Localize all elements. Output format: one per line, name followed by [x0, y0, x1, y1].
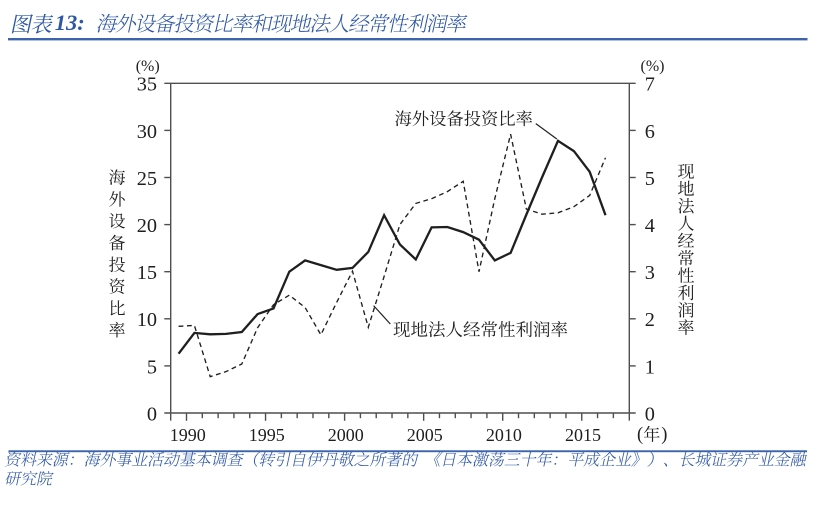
svg-text:(: ( [637, 425, 643, 445]
svg-text:3: 3 [645, 262, 655, 284]
svg-text:30: 30 [137, 121, 157, 143]
svg-text:0: 0 [147, 403, 157, 425]
svg-text:5: 5 [147, 356, 157, 378]
svg-text:2000: 2000 [328, 425, 364, 445]
svg-text:(%): (%) [136, 58, 160, 75]
svg-text:2005: 2005 [407, 425, 443, 445]
svg-text:25: 25 [137, 168, 157, 190]
svg-text:2010: 2010 [486, 425, 522, 445]
svg-text:6: 6 [645, 121, 655, 143]
svg-text:0: 0 [645, 403, 655, 425]
svg-text:13:: 13: [55, 10, 85, 35]
svg-text:1: 1 [645, 356, 655, 378]
svg-text:1990: 1990 [170, 425, 206, 445]
svg-text:7: 7 [645, 74, 655, 96]
svg-text:20: 20 [137, 215, 157, 237]
svg-text:2015: 2015 [565, 425, 601, 445]
svg-text:5: 5 [645, 168, 655, 190]
svg-text:4: 4 [645, 215, 655, 237]
svg-text:35: 35 [137, 74, 157, 96]
svg-text:1995: 1995 [249, 425, 285, 445]
svg-text:15: 15 [137, 262, 157, 284]
svg-text:10: 10 [137, 309, 157, 331]
svg-text:2: 2 [645, 309, 655, 331]
svg-text:(%): (%) [641, 58, 665, 75]
svg-text:): ) [661, 425, 667, 445]
